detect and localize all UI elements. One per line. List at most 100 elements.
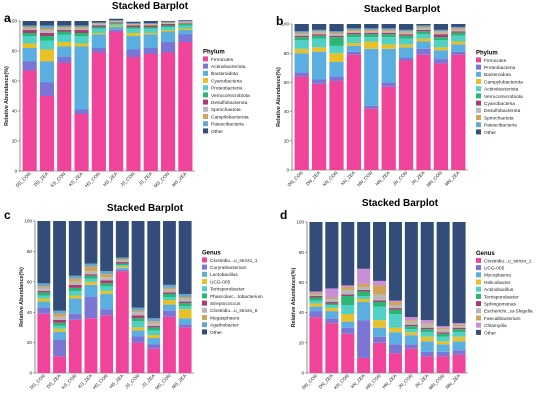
bar-segment [178, 221, 192, 294]
bar-segment [346, 37, 362, 43]
legend-label: Sphingomonas [484, 302, 517, 308]
bar-segment [311, 24, 327, 30]
bar-segment [311, 35, 327, 39]
bar-segment [143, 21, 158, 24]
bar-segment [452, 329, 466, 333]
panel-letter: d [280, 208, 287, 222]
bar-segment [84, 318, 98, 373]
bar-segment [381, 29, 396, 32]
bar-segment [74, 27, 89, 29]
bar-segment [84, 221, 98, 264]
bar-segment [309, 294, 323, 296]
bar-segment [91, 23, 106, 24]
bar-segment [178, 293, 192, 297]
bar-segment [22, 25, 37, 27]
bar-segment [341, 289, 355, 295]
bar-segment [381, 34, 396, 38]
bar-segment [68, 278, 82, 282]
bar-segment [91, 52, 106, 171]
bar-segment [37, 221, 51, 284]
legend-swatch [203, 92, 208, 98]
bar-segment [329, 61, 344, 77]
bar-segment [416, 24, 431, 26]
bar-segment [22, 36, 37, 44]
bar-segment [436, 351, 450, 357]
x-tick-label: HS_CON [84, 171, 101, 188]
y-tick-label: 40 [284, 109, 290, 114]
bar-segment [163, 292, 176, 294]
legend-label: Helicobacter [484, 280, 511, 286]
bar-segment [68, 221, 82, 276]
bar-segment [39, 21, 55, 26]
legend-label: Escherichi...ia-Shigella [484, 309, 533, 315]
y-tick-label: 80 [27, 249, 33, 254]
legend-label: UCG-005 [484, 266, 505, 272]
bar-segment [178, 21, 193, 23]
bar-segment [357, 295, 371, 300]
bar-segment [109, 20, 124, 21]
bar-segment [115, 271, 129, 373]
bar-segment [329, 24, 344, 32]
bar-segment [346, 28, 362, 30]
bar-segment [294, 35, 309, 38]
bar-segment [84, 266, 98, 272]
bar-segment [126, 49, 141, 57]
legend-swatch [476, 86, 481, 92]
bar-segment [53, 331, 66, 340]
bar-segment [433, 24, 449, 30]
legend-swatch [476, 57, 481, 63]
y-tick-label: 20 [27, 340, 33, 345]
x-tick-label: MN_ZEA [445, 373, 462, 390]
bar-segment [346, 34, 362, 38]
bar-segment [178, 303, 192, 307]
x-tick-label: HN_ZEA [375, 170, 392, 187]
legend-label: Streptococcus [210, 301, 241, 307]
bar-segment [131, 315, 145, 319]
bar-segment [147, 348, 161, 373]
legend-label: Actinobacillus [484, 287, 514, 293]
bar-segment [178, 309, 192, 319]
bar-segment [451, 24, 466, 27]
legend-swatch [203, 114, 208, 119]
bar-segment [436, 356, 450, 373]
bar-segment [309, 300, 323, 304]
legend-swatch [476, 272, 481, 278]
bar-segment [147, 221, 161, 319]
bar-segment [373, 300, 387, 303]
bar-segment [451, 29, 466, 32]
bar-segment [398, 47, 414, 58]
bar-segment [346, 54, 362, 170]
legend-swatch [202, 271, 207, 277]
bar-segment [373, 320, 387, 328]
bar-segment [84, 278, 98, 282]
bar-segment [357, 286, 371, 290]
bar-segment [147, 338, 161, 345]
legend-label: Clostridiu...u_stricto_6 [210, 308, 258, 314]
bar-segment [341, 333, 355, 373]
bar-segment [178, 25, 193, 29]
bar-segment [341, 305, 355, 315]
bar-segment [53, 313, 66, 317]
legend-label: Megasphaera [210, 315, 240, 321]
bar-segment [143, 27, 158, 29]
bar-segment [131, 327, 145, 331]
bar-segment [420, 324, 434, 328]
legend-label: Chlamydia [484, 323, 507, 329]
bar-segment [163, 304, 176, 311]
bar-segment [163, 284, 176, 288]
bar-segment [126, 28, 141, 33]
x-tick-label: KN_ZEA [340, 170, 357, 187]
y-tick-label: 40 [27, 310, 33, 315]
bar-segment [160, 42, 176, 53]
x-tick-label: DN_CON [301, 373, 318, 390]
y-tick-label: 60 [12, 79, 18, 84]
bar-segment [91, 28, 106, 33]
bar-segment [147, 344, 161, 349]
bar-segment [416, 31, 431, 35]
bar-segment [163, 287, 176, 290]
legend-swatch [202, 329, 207, 335]
bar-segment [381, 28, 396, 30]
bar-segment [57, 31, 72, 35]
bar-segment [416, 54, 431, 170]
bar-segment [160, 24, 176, 26]
